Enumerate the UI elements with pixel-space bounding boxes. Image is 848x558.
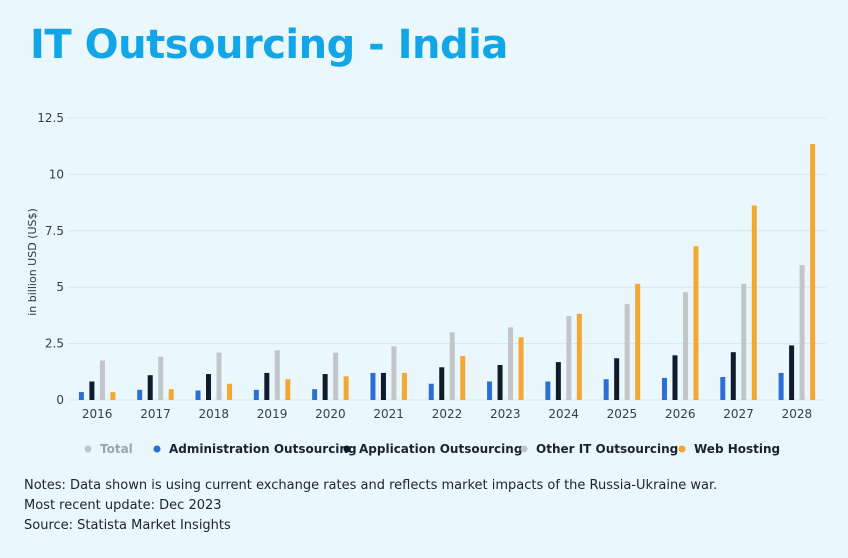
legend-marker xyxy=(520,445,528,453)
bar-administration-outsourcing xyxy=(428,383,434,400)
bar-application-outsourcing xyxy=(206,374,212,400)
x-tick-label: 2027 xyxy=(723,407,754,421)
bar-web-hosting xyxy=(110,392,116,400)
source-text: Source: Statista Market Insights xyxy=(24,518,231,533)
notes-block: Notes: Data shown is using current excha… xyxy=(24,476,717,536)
bar-other-it-outsourcing xyxy=(741,283,747,400)
bar-administration-outsourcing xyxy=(78,392,84,400)
legend-label[interactable]: Application Outsourcing xyxy=(359,442,522,456)
x-tick-label: 2025 xyxy=(607,407,638,421)
bar-other-it-outsourcing xyxy=(99,360,105,400)
update-date: Most recent update: Dec 2023 xyxy=(24,498,222,513)
y-tick-label: 5 xyxy=(56,280,64,294)
x-tick-label: 2021 xyxy=(373,407,404,421)
legend: Total Administration Outsourcing Applicati… xyxy=(84,442,780,456)
legend-label[interactable]: Other IT Outsourcing xyxy=(536,442,678,456)
bar-web-hosting xyxy=(343,376,349,400)
x-tick-label: 2026 xyxy=(665,407,696,421)
bar-web-hosting xyxy=(401,372,407,400)
bar-application-outsourcing xyxy=(89,381,95,400)
bar-administration-outsourcing xyxy=(253,389,259,400)
bar-application-outsourcing xyxy=(439,367,445,400)
bar-other-it-outsourcing xyxy=(391,346,397,400)
bar-web-hosting xyxy=(227,383,233,400)
bar-other-it-outsourcing xyxy=(566,316,572,400)
bar-application-outsourcing xyxy=(322,374,328,400)
y-tick-label: 10 xyxy=(49,167,64,181)
bar-web-hosting xyxy=(635,283,641,400)
legend-marker xyxy=(343,445,351,453)
bar-application-outsourcing xyxy=(147,375,153,400)
bar-application-outsourcing xyxy=(789,345,795,400)
grid-lines xyxy=(68,117,826,401)
bar-web-hosting xyxy=(576,313,582,400)
legend-marker xyxy=(153,445,161,453)
bar-application-outsourcing xyxy=(380,372,386,400)
legend-marker xyxy=(84,445,92,453)
page-title: IT Outsourcing - India xyxy=(30,22,508,68)
bar-administration-outsourcing xyxy=(487,381,493,400)
x-tick-label: 2018 xyxy=(198,407,229,421)
x-tick-label: 2024 xyxy=(548,407,579,421)
bar-application-outsourcing xyxy=(672,355,678,400)
y-axis-label: in billion USD (US$) xyxy=(26,208,39,316)
bar-other-it-outsourcing xyxy=(799,265,805,400)
y-tick-label: 7.5 xyxy=(45,224,64,238)
bar-web-hosting xyxy=(751,205,757,400)
bar-administration-outsourcing xyxy=(545,381,551,400)
bar-administration-outsourcing xyxy=(778,372,784,400)
bar-other-it-outsourcing xyxy=(624,304,630,400)
x-tick-label: 2020 xyxy=(315,407,346,421)
bar-application-outsourcing xyxy=(497,365,503,400)
x-tick-label: 2023 xyxy=(490,407,521,421)
bar-administration-outsourcing xyxy=(370,372,376,400)
bar-web-hosting xyxy=(285,379,291,400)
bar-application-outsourcing xyxy=(614,358,620,400)
bar-other-it-outsourcing xyxy=(158,356,164,400)
legend-label[interactable]: Administration Outsourcing xyxy=(169,442,357,456)
bar-other-it-outsourcing xyxy=(333,352,339,400)
bar-administration-outsourcing xyxy=(137,389,143,400)
x-axis-ticks: 2016 2017 2018 2019 2020 2021 2022 2023 2024 2025… xyxy=(82,407,812,421)
bar-web-hosting xyxy=(460,356,466,400)
bar-other-it-outsourcing xyxy=(274,350,280,400)
y-axis-ticks: 0 2.5 5 7.5 10 12.5 xyxy=(37,111,64,407)
bar-administration-outsourcing xyxy=(603,379,609,400)
notes-text: Notes: Data shown is using current excha… xyxy=(24,478,718,493)
bar-application-outsourcing xyxy=(264,372,270,400)
bar-administration-outsourcing xyxy=(312,389,318,400)
legend-label[interactable]: Total xyxy=(100,442,133,456)
x-tick-label: 2028 xyxy=(782,407,813,421)
bar-other-it-outsourcing xyxy=(216,352,222,400)
bar-web-hosting xyxy=(168,389,174,400)
x-tick-label: 2017 xyxy=(140,407,171,421)
y-tick-label: 12.5 xyxy=(37,111,64,125)
bar-administration-outsourcing xyxy=(661,377,667,400)
bars xyxy=(78,143,816,400)
bar-web-hosting xyxy=(810,143,816,400)
bar-administration-outsourcing xyxy=(195,390,201,400)
x-tick-label: 2016 xyxy=(82,407,113,421)
y-tick-label: 0 xyxy=(56,393,64,407)
bar-administration-outsourcing xyxy=(720,376,726,400)
x-tick-label: 2019 xyxy=(257,407,288,421)
bar-other-it-outsourcing xyxy=(682,292,688,400)
bar-chart: 0 2.5 5 7.5 10 12.5 in billion USD (US$) 2016… xyxy=(26,111,826,456)
y-tick-label: 2.5 xyxy=(45,337,64,351)
bar-other-it-outsourcing xyxy=(508,327,514,400)
x-tick-label: 2022 xyxy=(432,407,463,421)
bar-application-outsourcing xyxy=(730,352,736,400)
legend-marker xyxy=(678,445,686,453)
bar-application-outsourcing xyxy=(555,362,561,400)
bar-other-it-outsourcing xyxy=(449,332,455,400)
bar-web-hosting xyxy=(518,337,524,400)
legend-label[interactable]: Web Hosting xyxy=(694,442,780,456)
bar-web-hosting xyxy=(693,246,699,400)
